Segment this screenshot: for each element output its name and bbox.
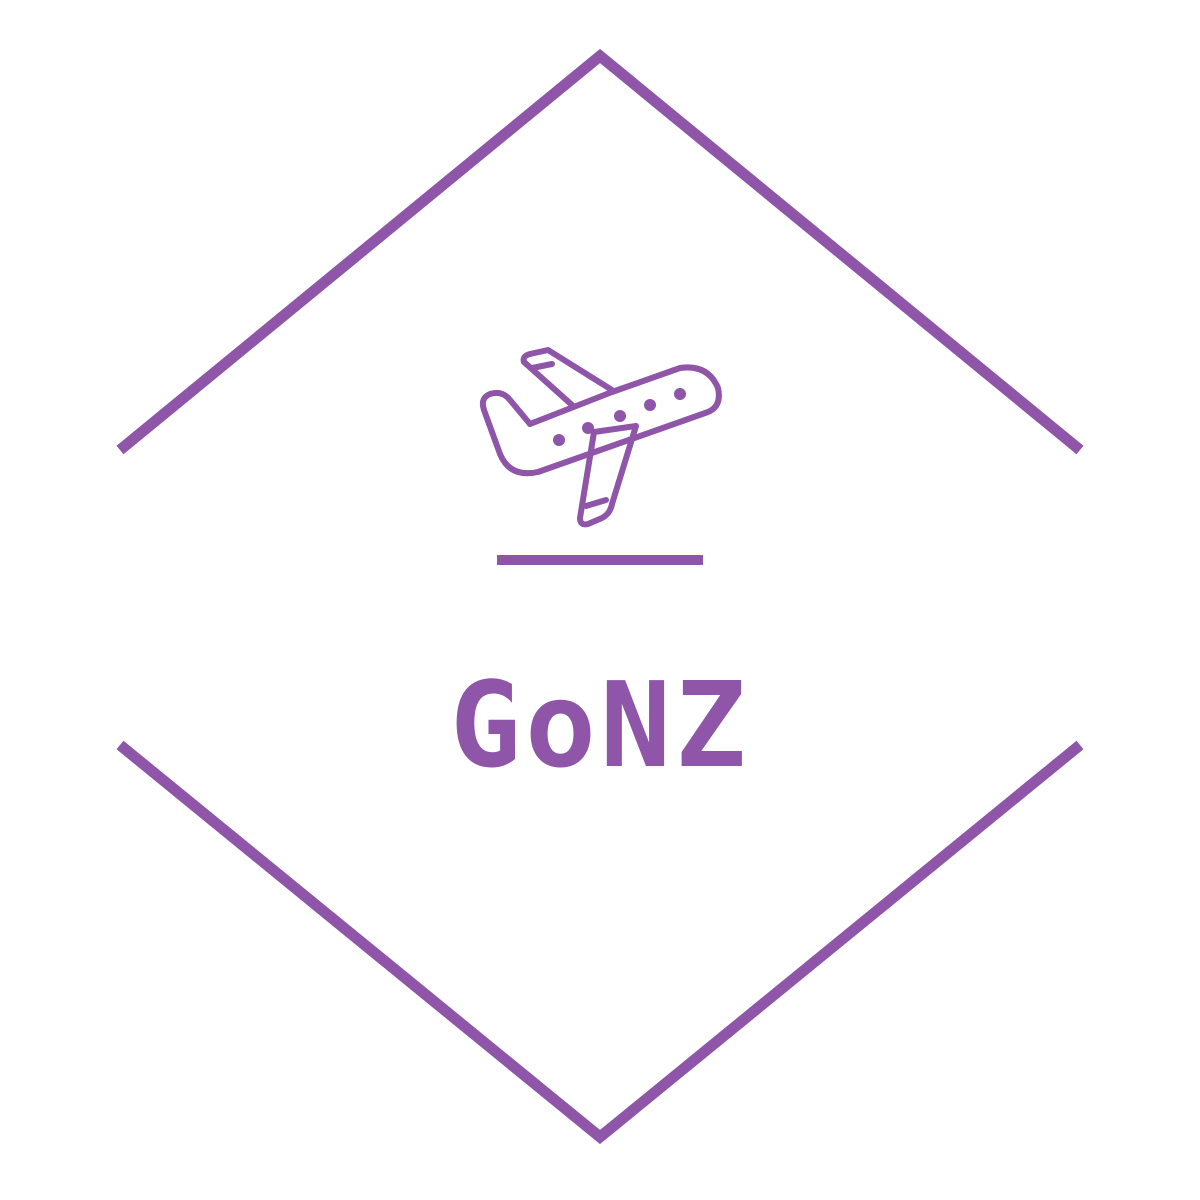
airplane-takeoff-icon — [470, 345, 730, 535]
divider-line — [497, 555, 703, 565]
frame-bottom-chevron — [120, 745, 1080, 1137]
brand-name: GoNZ — [0, 660, 1200, 790]
